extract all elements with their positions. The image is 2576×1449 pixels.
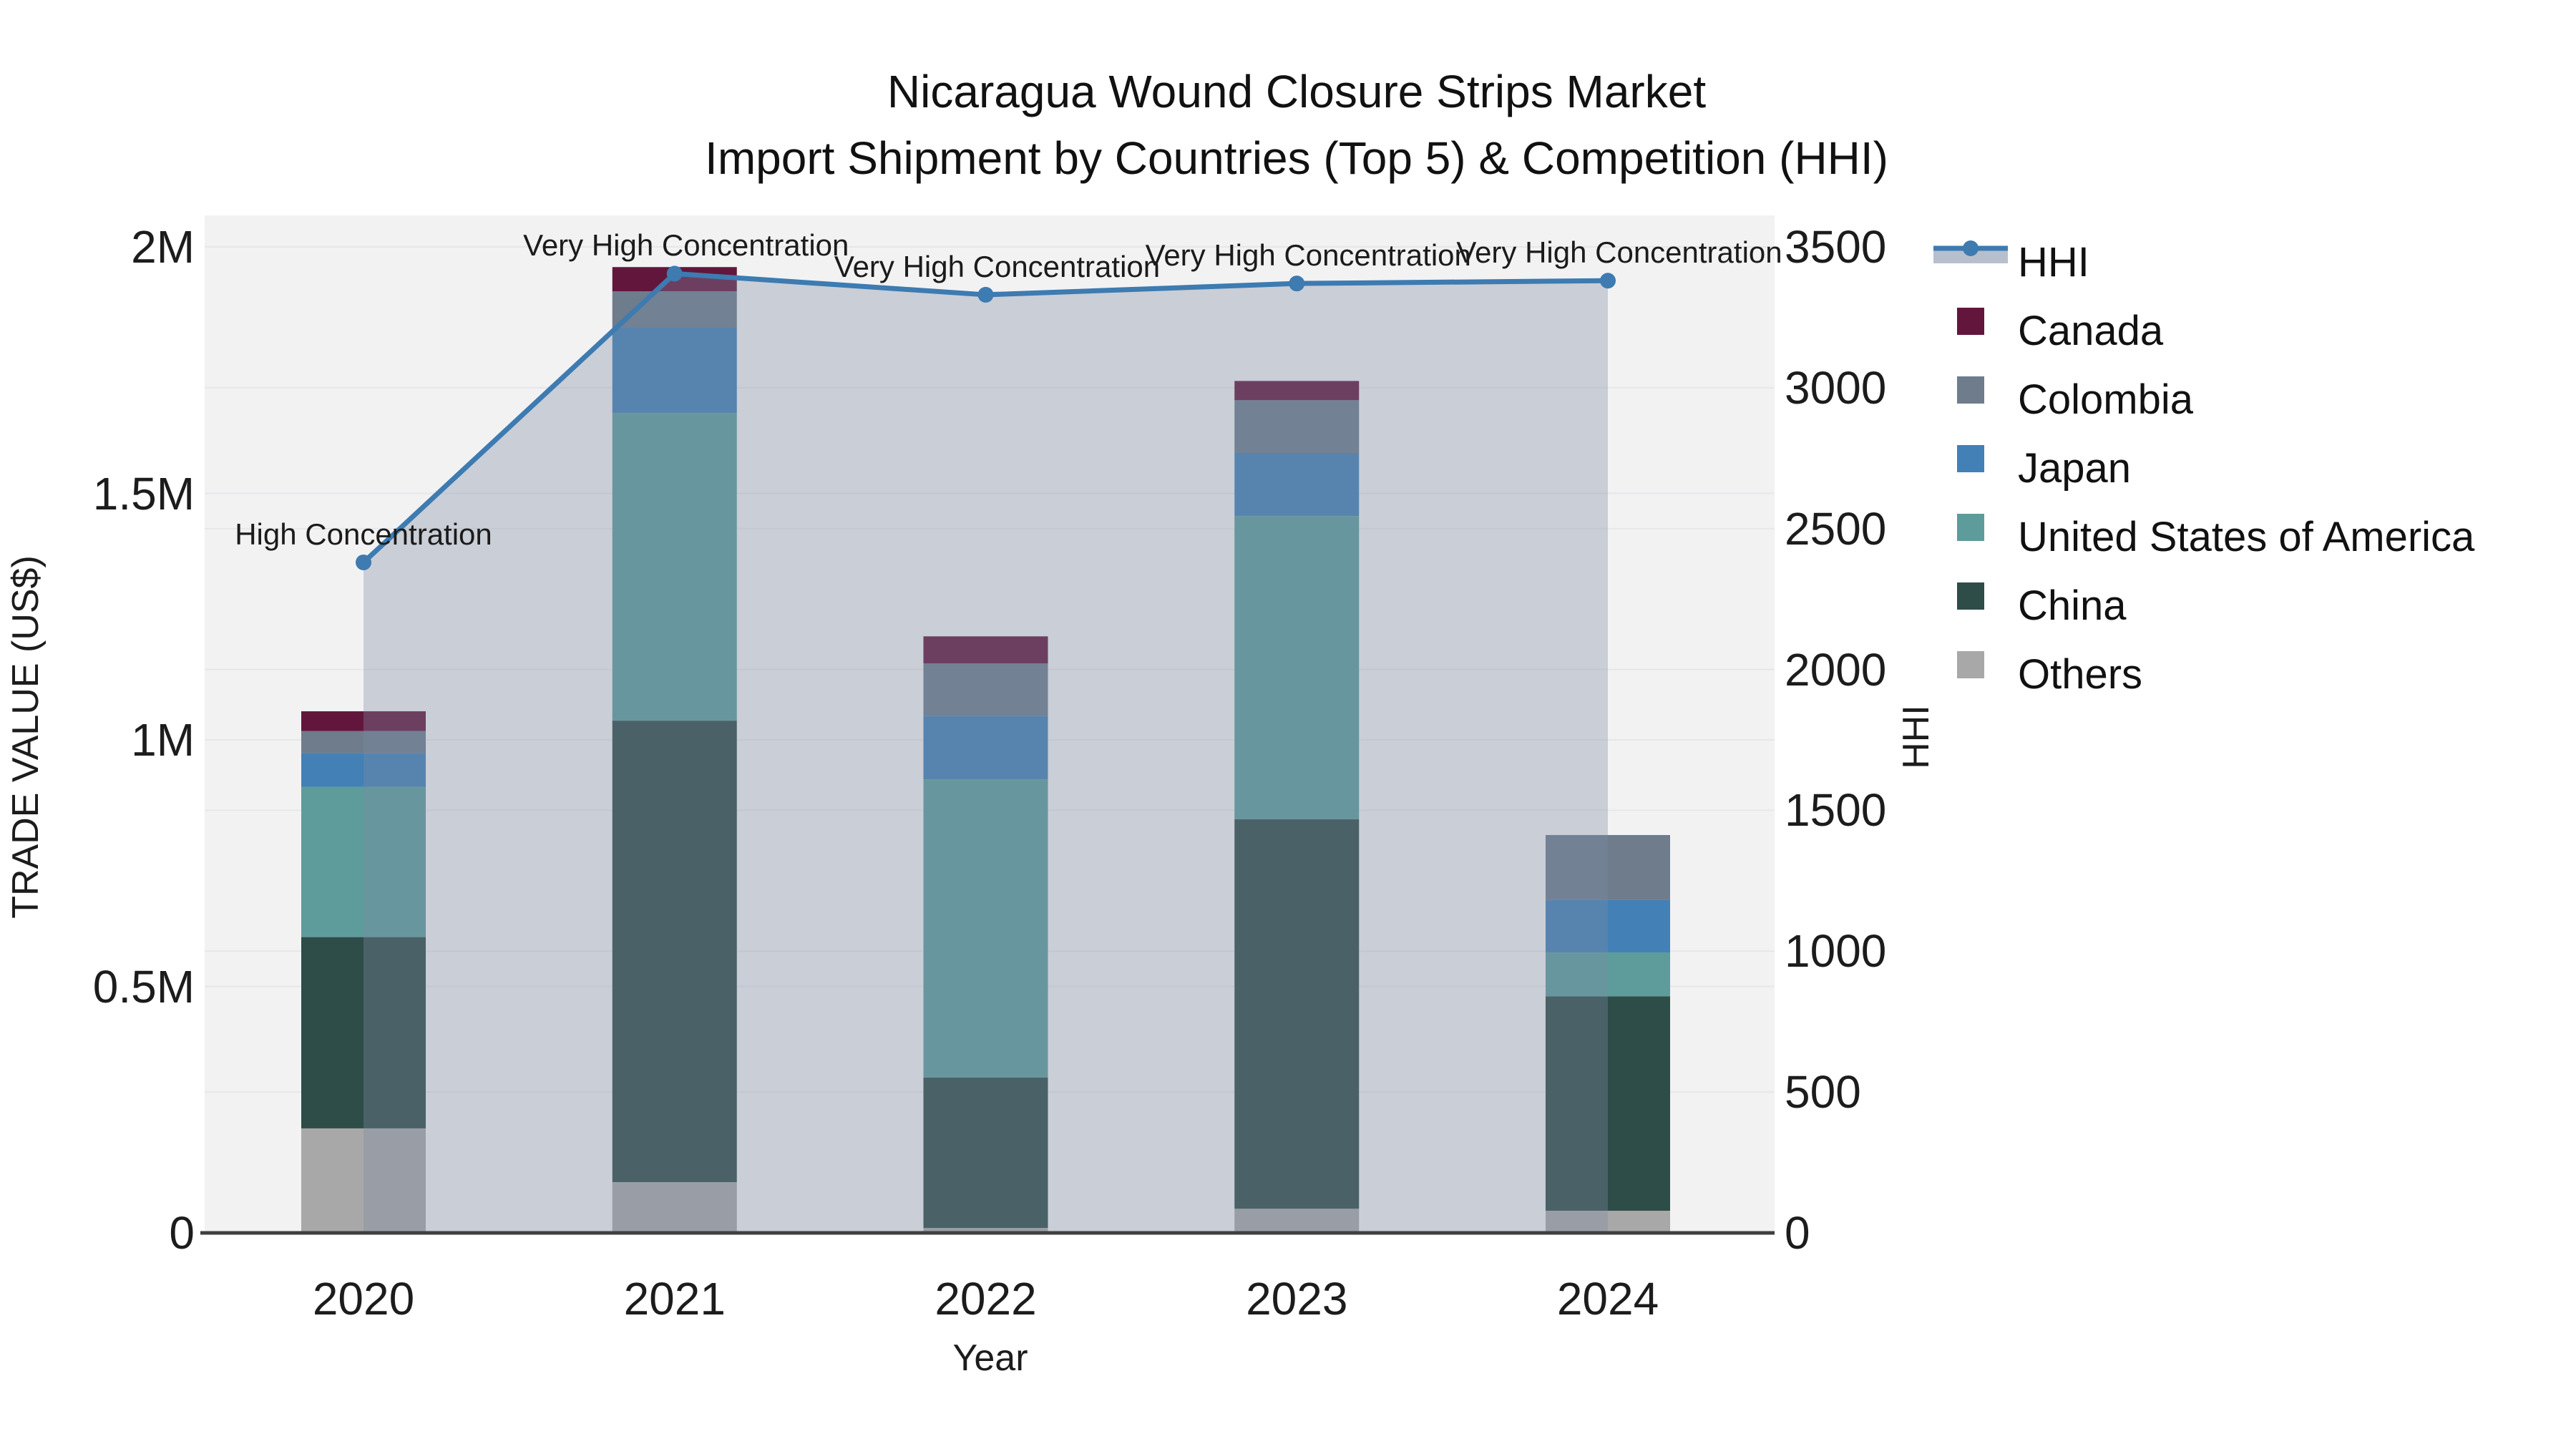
x-tick-2023: 2023 [1246, 1273, 1348, 1324]
legend-item-hhi[interactable]: HHI [1932, 237, 2089, 287]
bar-2020-japan [301, 753, 426, 787]
y-right-tick-3000: 3000 [1785, 361, 1887, 414]
annotation-2023: Very High Concentration [1145, 238, 1471, 273]
bar-2022-china [923, 1077, 1048, 1229]
legend-item-japan[interactable]: Japan [1932, 443, 2131, 493]
legend-item-canada[interactable]: Canada [1932, 306, 2163, 356]
chart-title-line1: Nicaragua Wound Closure Strips Market [887, 66, 1707, 117]
y-axis-title-right: HHI [1896, 705, 1937, 769]
bar-2022-others [923, 1228, 1048, 1233]
bar-2020-colombia [301, 731, 426, 753]
hhi-marker-2022 [977, 286, 994, 303]
bar-2021-united-states-of-america [612, 413, 737, 721]
bar-2021-china [612, 721, 737, 1183]
bar-2022-canada [923, 636, 1048, 664]
bar-2024-united-states-of-america [1546, 952, 1670, 997]
legend-label: China [2018, 582, 2127, 629]
y-right-tick-3500: 3500 [1785, 221, 1887, 273]
chart-title-line2: Import Shipment by Countries (Top 5) & C… [705, 132, 1888, 184]
legend-item-china[interactable]: China [1932, 580, 2127, 630]
annotation-2022: Very High Concentration [834, 249, 1161, 283]
x-tick-2021: 2021 [623, 1273, 726, 1324]
annotation-2020: High Concentration [235, 517, 492, 551]
y-left-tick-1M: 1M [131, 714, 195, 766]
y-left-tick-0: 0 [169, 1207, 195, 1259]
bar-2020-canada [301, 711, 426, 731]
bar-2024-china [1546, 996, 1670, 1211]
y-left-tick-0.5M: 0.5M [92, 960, 195, 1013]
annotation-2024: Very High Concentration [1456, 235, 1782, 270]
x-axis-title: Year [952, 1337, 1028, 1379]
bar-2024-colombia [1546, 834, 1670, 900]
legend-label: Colombia [2018, 376, 2193, 423]
y-right-tick-1500: 1500 [1785, 784, 1887, 836]
x-tick-2020: 2020 [312, 1273, 415, 1324]
bar-2020-united-states-of-america [301, 786, 426, 937]
legend-label: Canada [2018, 307, 2164, 354]
x-tick-2024: 2024 [1556, 1273, 1659, 1324]
bar-2022-united-states-of-america [923, 779, 1048, 1078]
hhi-marker-2021 [666, 265, 683, 282]
hhi-marker-2024 [1600, 273, 1616, 289]
y-right-tick-2500: 2500 [1785, 502, 1887, 555]
bar-2022-colombia [923, 663, 1048, 716]
bar-2021-japan [612, 327, 737, 414]
bar-2023-colombia [1234, 400, 1360, 454]
legend-item-united-states-of-america[interactable]: United States of America [1932, 512, 2474, 562]
bar-2023-japan [1234, 453, 1360, 517]
annotation-2021: Very High Concentration [523, 228, 849, 263]
bar-2022-japan [923, 716, 1048, 780]
y-right-tick-2000: 2000 [1785, 643, 1887, 696]
legend-label: Japan [2018, 444, 2132, 492]
y-right-tick-1000: 1000 [1785, 925, 1887, 977]
y-right-tick-500: 500 [1785, 1066, 1861, 1118]
legend-item-colombia[interactable]: Colombia [1932, 374, 2193, 424]
bar-2021-others [612, 1182, 737, 1233]
bar-2024-japan [1546, 899, 1670, 952]
legend-item-others[interactable]: Others [1932, 649, 2142, 699]
y-left-tick-1.5M: 1.5M [92, 467, 195, 519]
hhi-marker-2023 [1289, 275, 1305, 292]
bar-2023-china [1234, 819, 1360, 1209]
y-right-tick-0: 0 [1785, 1207, 1810, 1259]
bar-2023-canada [1234, 381, 1360, 401]
hhi-area [364, 273, 1608, 1234]
bar-2023-united-states-of-america [1234, 516, 1360, 819]
bar-2023-others [1234, 1209, 1360, 1233]
hhi-marker-2020 [356, 554, 371, 570]
y-left-tick-2M: 2M [131, 221, 195, 273]
bar-2020-china [301, 937, 426, 1128]
legend-label: United States of America [2018, 513, 2475, 560]
bar-2024-others [1546, 1210, 1670, 1233]
bar-2020-others [301, 1128, 426, 1233]
legend-label: Others [2018, 650, 2143, 698]
legend-label: HHI [2018, 238, 2089, 286]
x-tick-2022: 2022 [935, 1273, 1037, 1324]
